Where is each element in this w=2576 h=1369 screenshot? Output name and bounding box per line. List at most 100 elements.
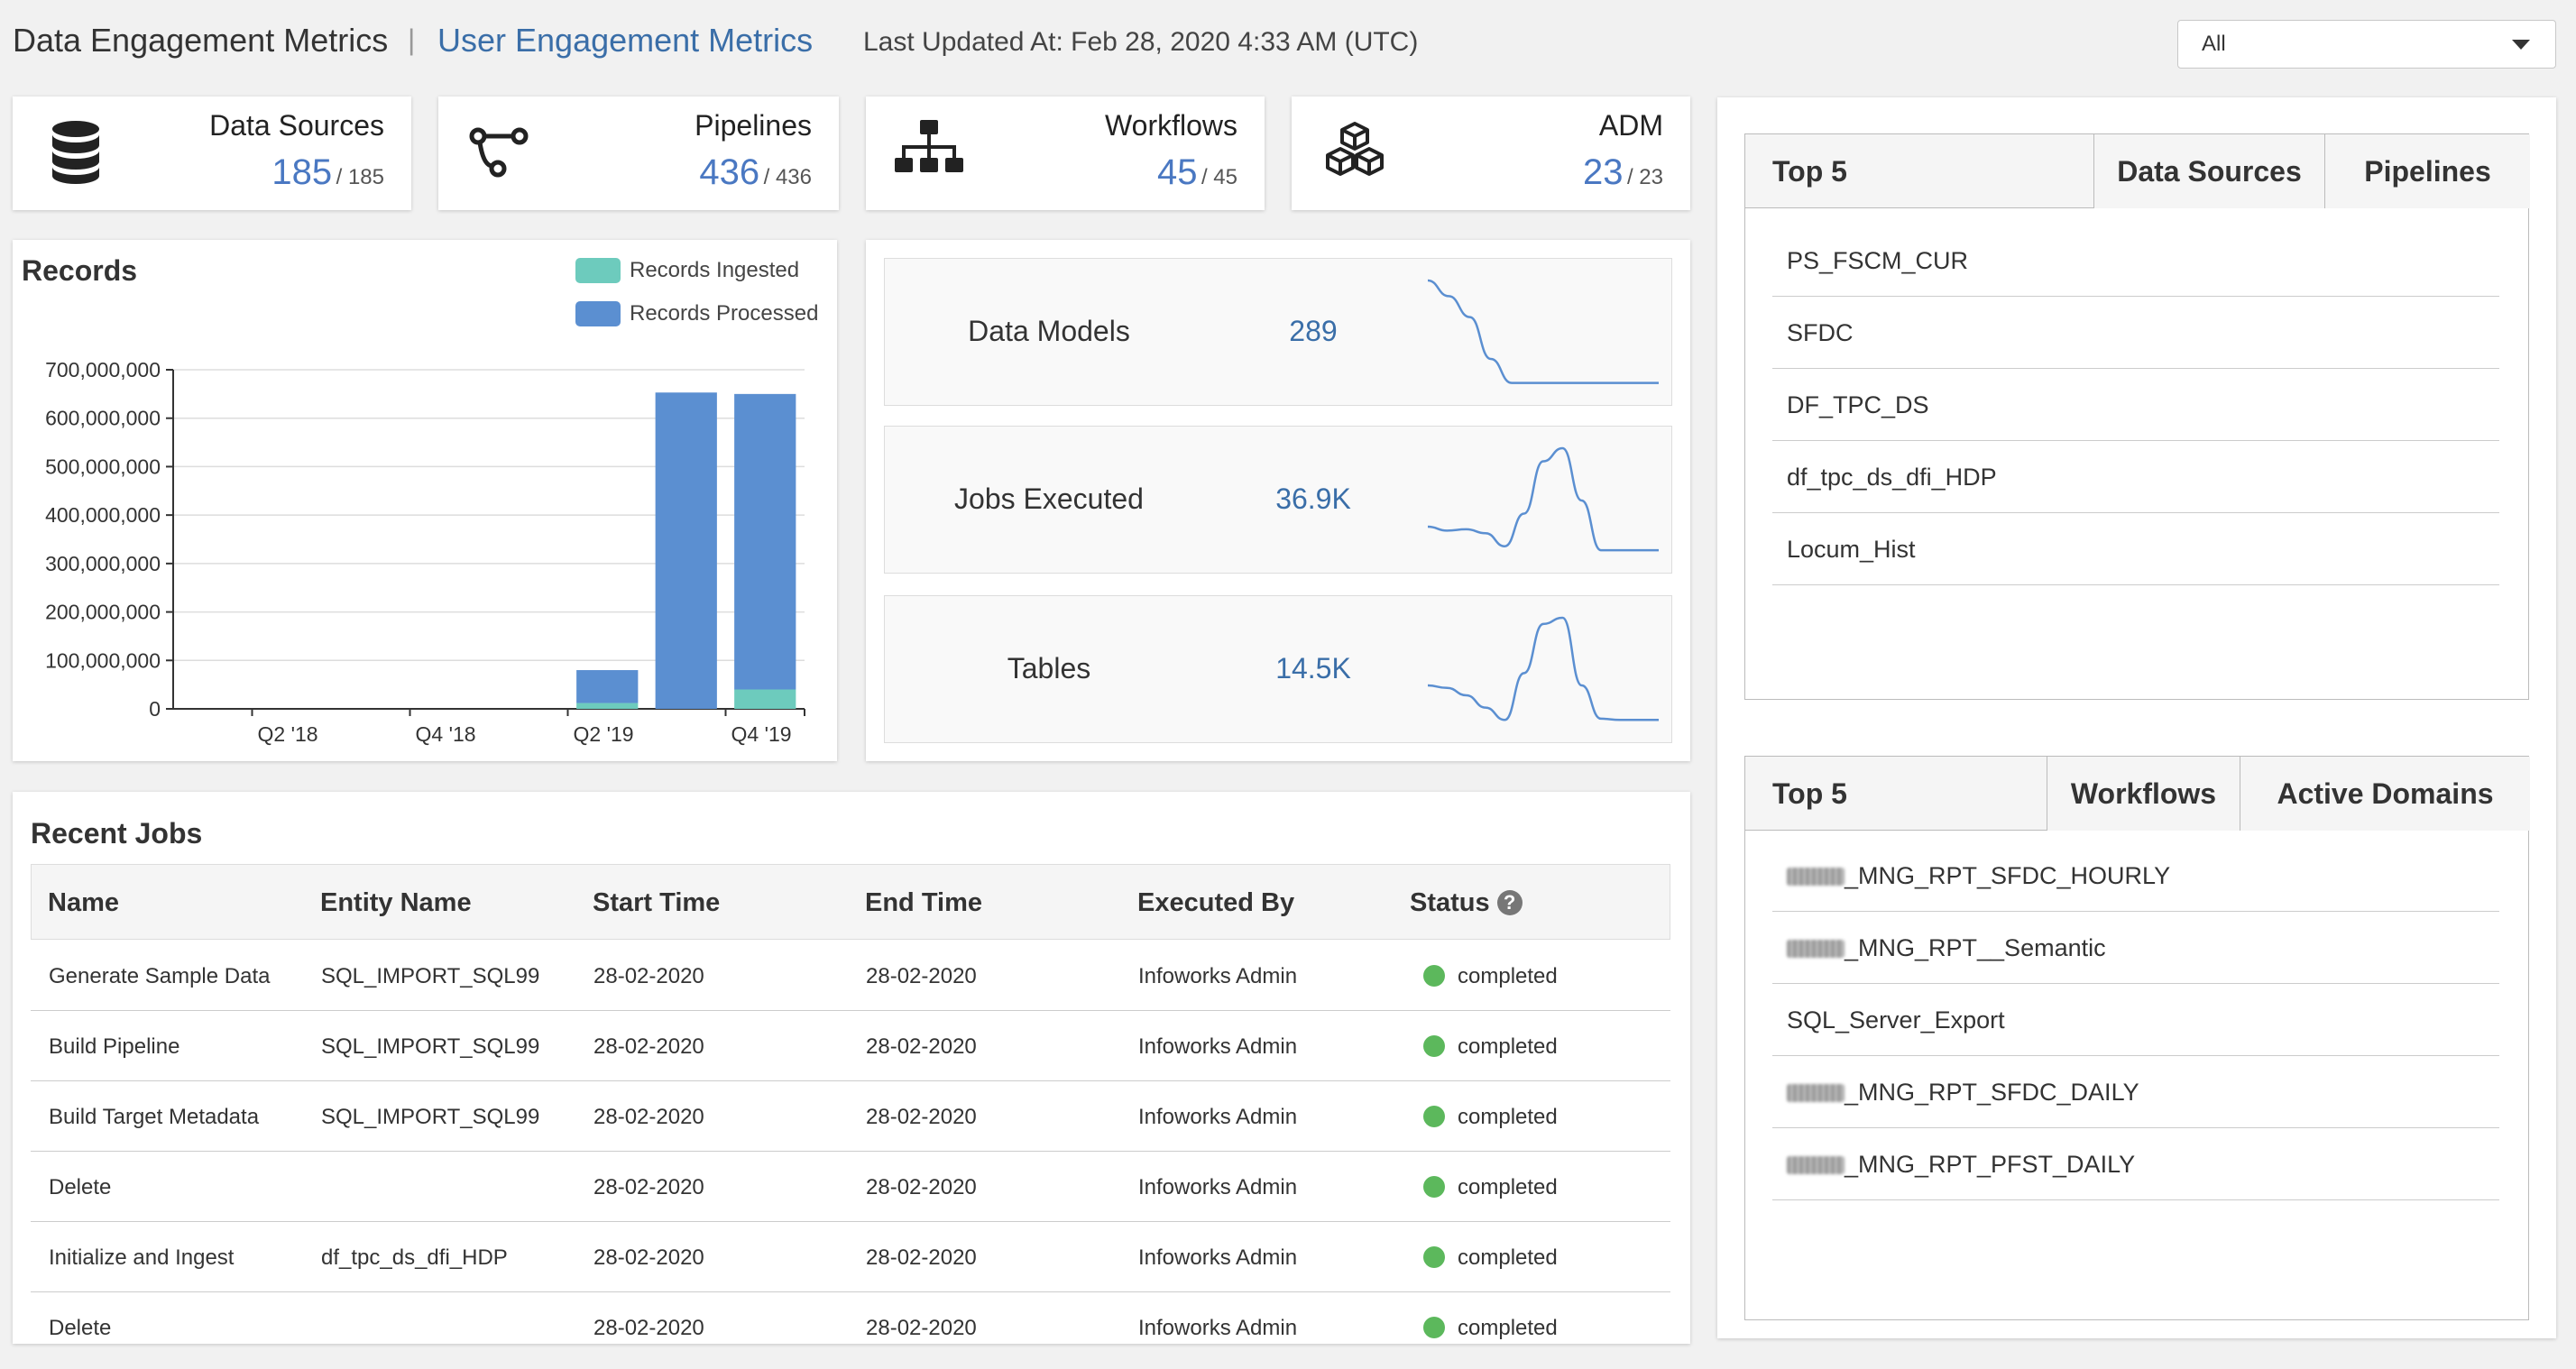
cubes-icon [1326, 122, 1384, 176]
cell-start: 28-02-2020 [593, 1105, 704, 1129]
cell-status: completed [1458, 1105, 1558, 1129]
cell-name[interactable]: Build Target Metadata [49, 1105, 260, 1129]
bar-ingested [734, 689, 796, 709]
x-tick-label: Q2 '19 [574, 722, 634, 746]
status-dot-icon [1423, 965, 1445, 987]
cell-end: 28-02-2020 [866, 1034, 977, 1059]
caret-down-icon [2512, 40, 2530, 50]
sparkline-tables [1427, 616, 1659, 721]
metric-label: Jobs Executed [954, 482, 1144, 515]
cell-status: completed [1458, 964, 1558, 988]
cell-name[interactable]: Build Pipeline [49, 1034, 180, 1059]
top5-tabs: Top 5 Workflows Active Domains [1745, 757, 2530, 831]
table-row[interactable]: Initialize and Ingest df_tpc_ds_dfi_HDP 28… [31, 1222, 1670, 1292]
list-item[interactable]: PS_FSCM_CUR [1772, 225, 2499, 297]
metric-label: Data Models [968, 315, 1130, 347]
table-row[interactable]: Generate Sample Data SQL_IMPORT_SQL99 28-0… [31, 941, 1670, 1011]
cell-status: completed [1458, 1245, 1558, 1270]
status-dot-icon [1423, 1317, 1445, 1338]
x-tick-label: Q4 '18 [416, 722, 476, 746]
domain-filter-value: All [2202, 32, 2226, 56]
stat-label: Pipelines [695, 109, 812, 142]
cell-entity: SQL_IMPORT_SQL99 [321, 1105, 540, 1129]
bar-processed [576, 670, 639, 703]
table-row[interactable]: Build Target Metadata SQL_IMPORT_SQL99 28-… [31, 1081, 1670, 1152]
cell-name[interactable]: Delete [49, 1175, 112, 1199]
col-entity-name[interactable]: Entity Name [320, 888, 472, 917]
table-header: Name Entity Name Start Time End Time Exe… [31, 864, 1670, 940]
stat-card-workflows[interactable]: Workflows 45 / 45 [866, 96, 1265, 210]
top5-title: Top 5 [1772, 155, 1847, 188]
stat-value: 23 / 23 [1583, 152, 1663, 192]
y-tick-label: 500,000,000 [45, 455, 161, 478]
tab-active-domains[interactable]: Active Domains [2240, 757, 2530, 831]
cell-by: Infoworks Admin [1138, 1245, 1298, 1270]
cell-start: 28-02-2020 [593, 964, 704, 988]
stat-card-data-sources[interactable]: Data Sources 185 / 185 [13, 96, 411, 210]
top5-sources-panel: Top 5 Data Sources Pipelines PS_FSCM_CUR… [1744, 133, 2530, 700]
col-end-time[interactable]: End Time [865, 888, 982, 917]
metric-row-data-models[interactable]: Data Models 289 [884, 258, 1672, 406]
list-item[interactable]: _MNG_RPT_SFDC_DAILY [1772, 1056, 2499, 1128]
cell-start: 28-02-2020 [593, 1245, 704, 1270]
col-name[interactable]: Name [48, 888, 119, 917]
list-item[interactable]: SQL_Server_Export [1772, 984, 2499, 1056]
table-row[interactable]: Delete 28-02-2020 28-02-2020 Infoworks Admi… [31, 1152, 1670, 1222]
user-engagement-link[interactable]: User Engagement Metrics [437, 22, 814, 59]
cell-by: Infoworks Admin [1138, 1175, 1298, 1199]
top5-tabs: Top 5 Data Sources Pipelines [1745, 134, 2530, 208]
metric-row-jobs-executed[interactable]: Jobs Executed 36.9K [884, 426, 1672, 574]
domain-filter-select[interactable]: All [2177, 20, 2556, 69]
cell-by: Infoworks Admin [1138, 1316, 1298, 1340]
list-item[interactable]: Locum_Hist [1772, 513, 2499, 585]
cell-start: 28-02-2020 [593, 1034, 704, 1059]
tab-workflows[interactable]: Workflows [2047, 757, 2240, 831]
list-item[interactable]: DF_TPC_DS [1772, 369, 2499, 441]
sparkline-path [1427, 616, 1659, 721]
col-executed-by[interactable]: Executed By [1137, 888, 1295, 917]
cell-status: completed [1458, 1175, 1558, 1199]
col-status[interactable]: Status? [1410, 888, 1523, 918]
stat-card-pipelines[interactable]: Pipelines 436 / 436 [438, 96, 839, 210]
list-item[interactable]: _MNG_RPT_PFST_DAILY [1772, 1128, 2499, 1200]
records-card: Records Records Ingested Records Process… [13, 240, 837, 761]
list-item[interactable]: SFDC [1772, 297, 2499, 369]
cell-name[interactable]: Generate Sample Data [49, 964, 271, 988]
y-tick-label: 600,000,000 [45, 407, 161, 430]
page-title: Data Engagement Metrics [13, 22, 389, 59]
table-row[interactable]: Delete 28-02-2020 28-02-2020 Infoworks Admi… [31, 1292, 1670, 1344]
stat-card-adm[interactable]: ADM 23 / 23 [1292, 96, 1690, 210]
y-tick-label: 0 [149, 697, 161, 721]
legend-ingested: Records Ingested [630, 258, 800, 282]
col-start-time[interactable]: Start Time [593, 888, 721, 917]
y-tick-label: 200,000,000 [45, 601, 161, 624]
cell-name[interactable]: Delete [49, 1316, 112, 1340]
cell-status: completed [1458, 1316, 1558, 1340]
recent-jobs-card: Recent Jobs Name Entity Name Start Time … [13, 792, 1690, 1344]
tab-data-sources[interactable]: Data Sources [2093, 134, 2324, 208]
top5-workflows-panel: Top 5 Workflows Active Domains _MNG_RPT_… [1744, 756, 2530, 1320]
table-row[interactable]: Build Pipeline SQL_IMPORT_SQL99 28-02-2020… [31, 1011, 1670, 1081]
title-separator: | [408, 23, 416, 56]
y-tick-label: 100,000,000 [45, 648, 161, 672]
metric-row-tables[interactable]: Tables 14.5K [884, 595, 1672, 743]
tab-pipelines[interactable]: Pipelines [2324, 134, 2530, 208]
list-item[interactable]: df_tpc_ds_dfi_HDP [1772, 441, 2499, 513]
stat-label: ADM [1598, 109, 1663, 142]
workflow-icon [895, 120, 963, 172]
cell-status: completed [1458, 1034, 1558, 1059]
metric-value: 14.5K [1275, 652, 1351, 684]
cell-entity: SQL_IMPORT_SQL99 [321, 964, 540, 988]
list-item[interactable]: _MNG_RPT_SFDC_HOURLY [1772, 840, 2499, 912]
x-tick-label: Q2 '18 [258, 722, 318, 746]
list-item[interactable]: _MNG_RPT__Semantic [1772, 912, 2499, 984]
help-icon[interactable]: ? [1496, 890, 1523, 915]
cell-name[interactable]: Initialize and Ingest [49, 1245, 235, 1270]
stat-label: Workflows [1105, 109, 1237, 142]
sparkline-path [1427, 279, 1659, 384]
legend-processed: Records Processed [630, 301, 819, 326]
database-icon [52, 121, 99, 184]
status-dot-icon [1423, 1246, 1445, 1268]
metrics-card: Data Models 289 Jobs Executed 36.9K Tabl… [866, 240, 1690, 761]
bar-ingested [576, 703, 639, 709]
